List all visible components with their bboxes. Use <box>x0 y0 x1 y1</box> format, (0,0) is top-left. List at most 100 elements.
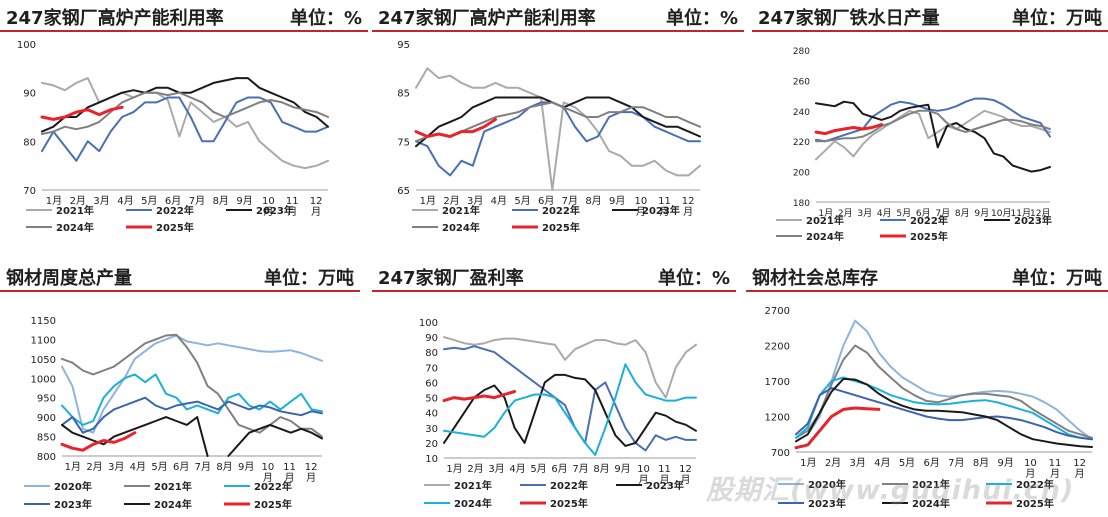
x-tick-label: 7月 <box>195 461 211 473</box>
x-tick-label: 5月 <box>896 208 911 219</box>
x-tick-label: 1月 <box>46 195 62 207</box>
chart-social-inventory: 2700 2200 1700 1200 700 1月 2月 3月 4月 5月 6月 7月 8月 9月 10 月… <box>765 306 1093 510</box>
x-tick-label: 6月 <box>538 195 554 207</box>
x-tick-label: 7月 <box>562 195 578 207</box>
y-tick-label: 220 <box>793 138 810 148</box>
y-tick-label: 900 <box>37 413 56 424</box>
panel-hot-metal: 247家钢厂铁水日产量 单位：万吨 280 260 240 220 200 180 1月 2月… <box>752 0 1108 258</box>
x-tick-label: 1月 <box>800 457 816 469</box>
series-line-2 <box>41 77 329 133</box>
x-tick-label: 3月 <box>849 457 865 469</box>
panel-unit: 单位：% <box>657 268 730 289</box>
y-tick-label: 850 <box>37 433 56 444</box>
legend-label: 2023年 <box>54 498 92 511</box>
x-tick-label: 5月 <box>530 463 546 475</box>
y-tick-label: 70 <box>23 186 36 197</box>
y-tick-label: 180 <box>793 199 810 209</box>
y-tick-label: 240 <box>793 108 810 118</box>
title-divider <box>372 30 744 32</box>
panel-unit: 单位：万吨 <box>1012 268 1102 289</box>
panel-unit: 单位：万吨 <box>264 268 354 289</box>
panel-title-bar: 247家钢厂高炉产能利用率 单位：% <box>2 2 368 30</box>
x-tick-label: 5月 <box>141 195 157 207</box>
y-tick-label: 280 <box>793 47 810 57</box>
y-tick-label: 1700 <box>765 377 790 388</box>
panel-title: 247家钢厂铁水日产量 <box>758 8 940 29</box>
x-tick-label: 2月 <box>70 195 86 207</box>
legend-label: 2024年 <box>442 221 480 234</box>
legend-label: 2023年 <box>642 204 680 217</box>
x-tick-label: 6月 <box>173 461 189 473</box>
x-tick-label: 2月 <box>825 457 841 469</box>
series-line-3 <box>795 387 1093 441</box>
panel-unit: 单位：% <box>289 8 362 29</box>
panel-steel-output: 钢材周度总产量 单位：万吨 1150 1100 1050 1000 950 900 850 8… <box>0 260 360 517</box>
panel-title: 钢材周度总产量 <box>6 268 132 289</box>
x-tick-label: 8月 <box>973 457 989 469</box>
x-tick-label: 6月 <box>923 457 939 469</box>
x-tick-label: 11月 <box>1011 208 1031 219</box>
x-tick-label: 8月 <box>585 195 601 207</box>
x-tick-label: 9月 <box>997 457 1013 469</box>
x-tick-label: 7月 <box>935 208 950 219</box>
series-line-0 <box>41 77 329 170</box>
y-tick-label: 260 <box>793 77 810 87</box>
x-tick-label: 1月 <box>420 195 436 207</box>
series-line-0 <box>443 336 697 399</box>
x-tick-label: 1月 <box>446 463 462 475</box>
title-divider <box>372 290 736 292</box>
x-tick-label: 5月 <box>151 461 167 473</box>
title-divider <box>752 30 1108 32</box>
series-line-5 <box>794 406 881 450</box>
x-tick-label: 4月 <box>509 463 525 475</box>
x-tick-label: 2月 <box>838 208 853 219</box>
y-tick-label: 70 <box>425 363 438 374</box>
legend-label: 2025年 <box>156 221 194 234</box>
series-line-0 <box>795 319 1093 443</box>
x-tick-label: 2月 <box>443 195 459 207</box>
y-tick-label: 85 <box>397 89 410 100</box>
x-tick-label: 4月 <box>117 195 133 207</box>
title-divider <box>746 290 1108 292</box>
legend-label: 2025年 <box>910 230 948 243</box>
panel-title-bar: 钢材周度总产量 单位：万吨 <box>2 262 360 290</box>
x-tick-label: 9月 <box>974 208 989 219</box>
y-tick-label: 1100 <box>31 335 56 346</box>
panel-profit-rate: 247家钢厂盈利率 单位：% 100 90 80 70 60 50 40 30 20 10 1月 2月… <box>372 260 736 517</box>
panel-title-bar: 247家钢厂铁水日产量 单位：万吨 <box>754 2 1108 30</box>
series-line-2 <box>815 100 1051 173</box>
series-line-0 <box>415 67 701 191</box>
x-tick-label: 3月 <box>108 461 124 473</box>
y-tick-label: 80 <box>23 137 36 148</box>
series-line-3 <box>815 109 1051 143</box>
x-tick-label: 6月 <box>551 463 567 475</box>
panel-title-bar: 247家钢厂盈利率 单位：% <box>374 262 736 290</box>
legend-label: 2021年 <box>442 204 480 217</box>
x-tick-label: 7月 <box>948 457 964 469</box>
chart-bf-util-2: 95 85 75 65 1月 2月 3月 4月 5月 6月 7月 8月 9月 10 月 11 月 12 月 2021年… <box>397 40 701 234</box>
y-tick-label: 40 <box>425 409 438 420</box>
y-tick-label: 950 <box>37 394 56 405</box>
x-tick-label: 9月 <box>236 195 252 207</box>
panel-bf-util-2: 247家钢厂高炉产能利用率 单位：% 95 85 75 65 1月 2月 3月 4月 5月 6月 7… <box>372 0 744 258</box>
x-tick-label: 8月 <box>593 463 609 475</box>
x-tick-label: 4月 <box>874 457 890 469</box>
y-tick-label: 90 <box>425 333 438 344</box>
legend-label: 2024年 <box>56 221 94 234</box>
series-line-2 <box>443 373 697 447</box>
x-tick-label: 8月 <box>955 208 970 219</box>
legend-label: 2022年 <box>254 480 292 493</box>
legend-label: 2024年 <box>454 497 492 510</box>
legend-label: 2021年 <box>806 214 844 227</box>
